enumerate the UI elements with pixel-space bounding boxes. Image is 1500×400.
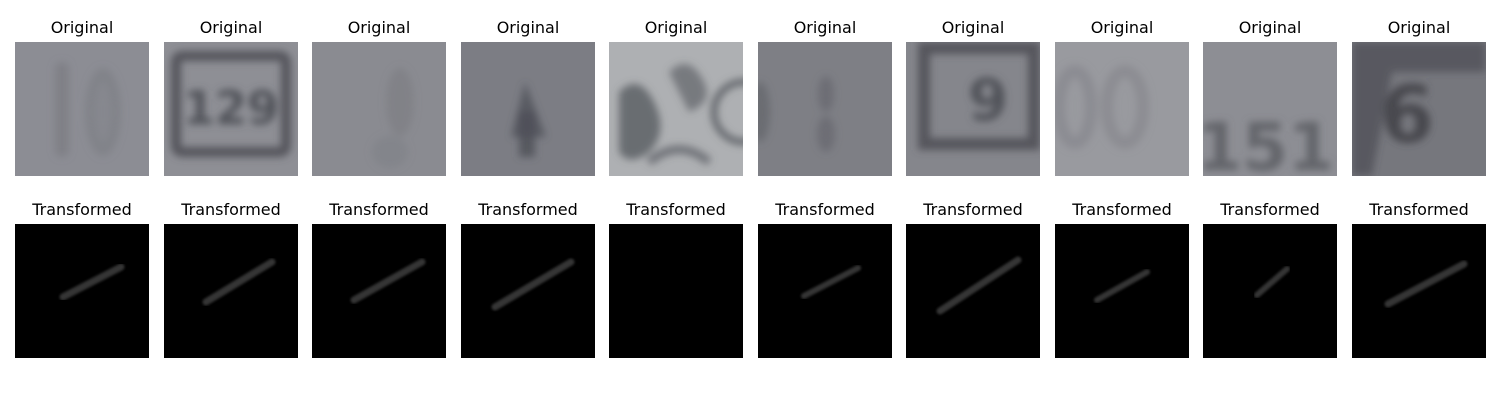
original-title-3: Original (496, 18, 560, 37)
transformed-title-5: Transformed (775, 200, 875, 219)
original-title-5: Original (793, 18, 857, 37)
svg-text:6: 6 (1380, 71, 1434, 161)
transformed-title-8: Transformed (1220, 200, 1320, 219)
original-image-9: 6 (1352, 42, 1486, 176)
transformed-image-9 (1352, 224, 1486, 358)
original-image-4 (609, 42, 743, 176)
transformed-title-6: Transformed (923, 200, 1023, 219)
svg-text:9: 9 (968, 66, 1008, 134)
transformed-image-7 (1055, 224, 1189, 358)
transformed-title-1: Transformed (181, 200, 281, 219)
transformed-title-0: Transformed (32, 200, 132, 219)
transformed-title-2: Transformed (329, 200, 429, 219)
transformed-image-6 (906, 224, 1040, 358)
svg-text:151: 151 (1203, 109, 1334, 176)
original-title-9: Original (1387, 18, 1451, 37)
transformed-title-4: Transformed (626, 200, 726, 219)
transformed-image-4 (609, 224, 743, 358)
original-image-6: 9 (906, 42, 1040, 176)
original-title-8: Original (1238, 18, 1302, 37)
original-image-5 (758, 42, 892, 176)
original-image-8: 151 (1203, 42, 1337, 176)
transformed-title-7: Transformed (1072, 200, 1172, 219)
original-title-6: Original (941, 18, 1005, 37)
transformed-image-5 (758, 224, 892, 358)
transformed-image-1 (164, 224, 298, 358)
transformed-image-8 (1203, 224, 1337, 358)
transformed-title-9: Transformed (1369, 200, 1469, 219)
transformed-image-0 (15, 224, 149, 358)
original-title-2: Original (347, 18, 411, 37)
original-image-0 (15, 42, 149, 176)
original-image-2 (312, 42, 446, 176)
transformed-image-3 (461, 224, 595, 358)
transformed-image-2 (312, 224, 446, 358)
original-image-7 (1055, 42, 1189, 176)
original-title-4: Original (644, 18, 708, 37)
original-title-0: Original (50, 18, 114, 37)
original-title-1: Original (199, 18, 263, 37)
svg-text:129: 129 (183, 81, 279, 135)
transformed-title-3: Transformed (478, 200, 578, 219)
original-title-7: Original (1090, 18, 1154, 37)
original-image-1: 129 (164, 42, 298, 176)
original-image-3 (461, 42, 595, 176)
